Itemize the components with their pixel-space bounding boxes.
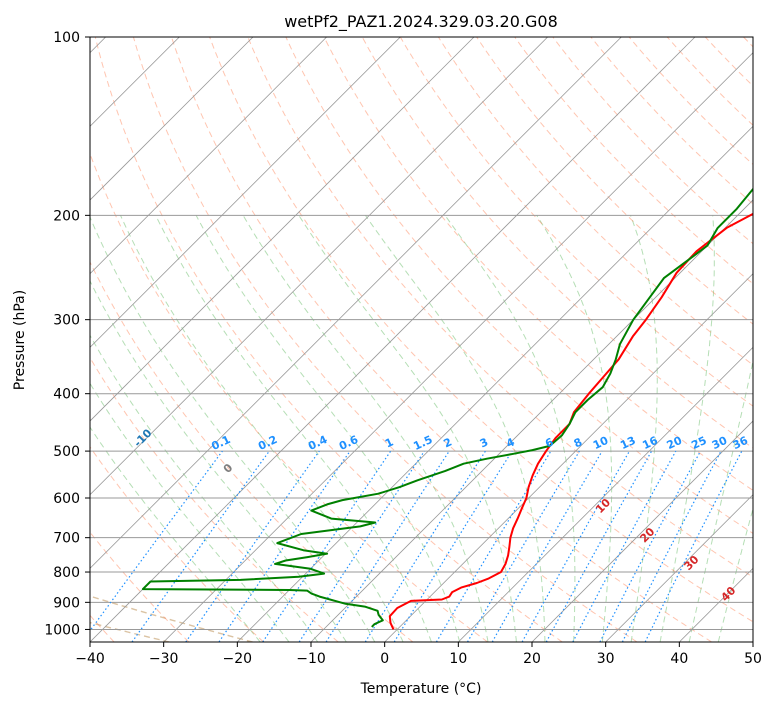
x-tick-label: 10: [449, 651, 467, 667]
chart-title: wetPf2_PAZ1.2024.329.03.20.G08: [284, 12, 558, 32]
y-axis-label: Pressure (hPa): [12, 290, 28, 390]
x-tick-label: −20: [223, 651, 253, 667]
mixing-ratio-label: 10: [591, 434, 611, 452]
y-axis: 1000 900 800 700 600 500 400 300 200 100: [44, 30, 90, 638]
dry-adiabat-line: [90, 260, 414, 642]
temperature-line: [388, 212, 753, 630]
mixing-ratio-line: [131, 450, 270, 642]
x-tick-label: −10: [296, 651, 326, 667]
moist-adiabat-line: [195, 215, 461, 642]
isotherm-line: [90, 37, 548, 496]
mixing-ratio-line: [218, 450, 351, 642]
mixing-ratio-label: 20: [665, 434, 685, 452]
mixing-ratio-label: 13: [618, 434, 637, 452]
moist-adiabat-line: [120, 215, 404, 642]
x-tick-label: 40: [670, 651, 688, 667]
mixing-ratio-label: 16: [640, 434, 660, 452]
dry-adiabat-line: [90, 356, 339, 642]
isotherm-line: [90, 37, 696, 642]
mixing-ratio-line: [521, 450, 631, 642]
moist-adiabat-line: [630, 215, 658, 642]
isotherm-line: [163, 52, 753, 642]
y-tick-label: 400: [53, 387, 80, 403]
x-tick-label: 50: [744, 651, 762, 667]
y-tick-label: 900: [53, 595, 80, 611]
dewpoint-line: [141, 187, 753, 628]
mixing-ratio-label: 36: [731, 434, 751, 452]
dry-adiabat-line: [90, 446, 264, 642]
moist-adiabat-line: [536, 215, 613, 642]
isotherms: [90, 37, 753, 642]
x-tick-label: 20: [523, 651, 541, 667]
isotherm-line: [90, 37, 622, 569]
isotherm-line: [90, 37, 327, 275]
isobars: [90, 37, 753, 630]
plot-area: 0.10.20.40.611.52346810131620253036-100-…: [0, 37, 753, 642]
dry-adiabats: [90, 37, 753, 642]
mixing-ratio-line: [572, 450, 677, 642]
x-tick-label: 0: [380, 651, 389, 667]
isotherm-line: [90, 37, 401, 348]
isotherm-line: [384, 273, 753, 642]
data-series: [141, 187, 753, 630]
isotherm-line: [90, 37, 254, 201]
isotherm-line: [310, 199, 753, 642]
y-tick-label: 500: [53, 444, 80, 460]
dry-adiabat-label: -30: [0, 370, 3, 393]
mixing-ratio-line: [298, 450, 425, 642]
reference-curve: [90, 595, 253, 642]
dry-adiabat-line: [285, 37, 753, 535]
mixing-ratio-line: [325, 450, 450, 642]
dry-adiabat-line: [476, 37, 753, 325]
moist-adiabat-line: [90, 426, 261, 642]
reference-curves: [90, 595, 253, 642]
isotherm-line: [90, 37, 475, 422]
plot-background: [90, 37, 753, 642]
dry-adiabat-line: [323, 37, 753, 491]
moist-adiabat-line: [90, 334, 319, 642]
isotherm-line: [237, 125, 753, 642]
dry-adiabat-line: [514, 37, 753, 285]
dry-adiabat-line: [94, 37, 563, 642]
dry-adiabat-line: [171, 37, 712, 642]
isotherm-line: [458, 346, 753, 642]
mixing-ratio-line: [90, 450, 223, 632]
dry-adiabat-line: [247, 37, 753, 578]
x-tick-label: −40: [75, 651, 105, 667]
dry-adiabat-line: [132, 37, 638, 642]
mixing-ratio-lines: [90, 450, 743, 642]
moist-adiabat-line: [90, 279, 347, 642]
y-tick-label: 300: [53, 313, 80, 329]
y-tick-label: 200: [53, 208, 80, 224]
moist-adiabat-line: [659, 215, 715, 642]
mixing-ratio-line: [262, 450, 392, 642]
y-tick-label: 100: [53, 30, 80, 46]
x-tick-label: 30: [597, 651, 615, 667]
moist-adiabat-line: [155, 215, 432, 642]
isotherm-line: [752, 641, 753, 642]
isotherm-line: [605, 494, 753, 642]
y-tick-label: 700: [53, 531, 80, 547]
x-tick-label: −30: [149, 651, 179, 667]
moist-adiabat-line: [242, 215, 489, 642]
plot-frame: [89, 36, 754, 643]
mixing-ratio-label: 30: [710, 434, 730, 452]
mixing-ratio-line: [644, 450, 743, 642]
dry-adiabat-line: [209, 37, 753, 623]
dry-adiabat-label: -20: [57, 404, 80, 427]
y-tick-label: 1000: [44, 622, 80, 638]
moist-adiabat-line: [444, 215, 576, 642]
x-axis-label: Temperature (°C): [360, 681, 482, 697]
y-tick-label: 800: [53, 565, 80, 581]
mixing-ratio-line: [545, 450, 653, 642]
mixing-ratio-line: [393, 450, 513, 642]
isotherm-line: [531, 420, 753, 642]
mixing-ratio-line: [185, 450, 320, 642]
x-axis: −40 −30 −20 −10 0 10 20 30 40 50: [75, 642, 762, 667]
moist-adiabat-line: [364, 215, 546, 642]
mixing-ratio-label: 25: [689, 434, 708, 452]
y-tick-label: 600: [53, 491, 80, 507]
